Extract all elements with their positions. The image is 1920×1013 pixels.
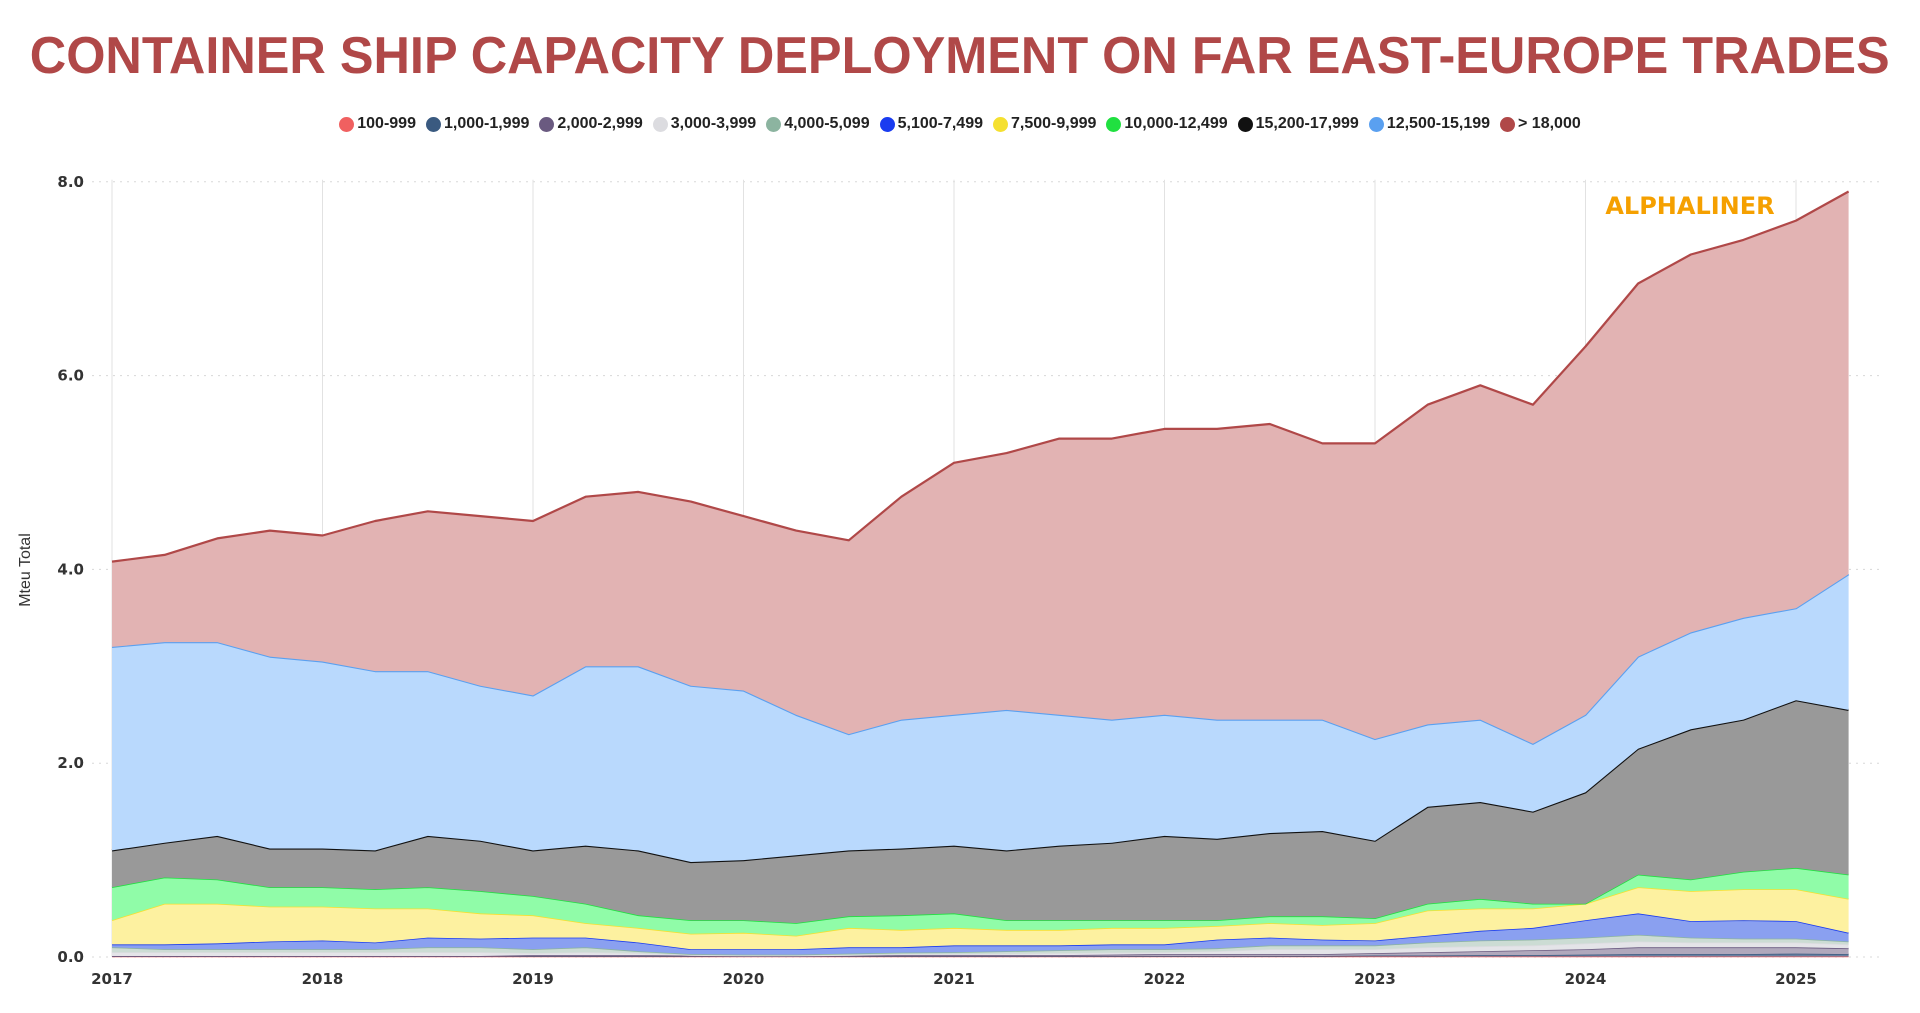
legend-marker-icon bbox=[539, 116, 555, 132]
area--18-000 bbox=[112, 191, 1849, 744]
area-10-000-12-499 bbox=[112, 867, 1849, 936]
legend-label: 2,000-2,999 bbox=[557, 115, 643, 132]
legend-label: 100-999 bbox=[357, 115, 416, 132]
area-12-500-15-199 bbox=[112, 574, 1849, 862]
legend-label: 1,000-1,999 bbox=[443, 115, 530, 132]
legend-item[interactable]: 12,500-15,199 bbox=[1368, 115, 1491, 133]
chart-title-wrapper: CONTAINER SHIP CAPACITY DEPLOYMENT ON FA… bbox=[0, 26, 1920, 86]
area-2-000-2-999 bbox=[112, 947, 1849, 956]
x-tick-label: 2017 bbox=[91, 970, 133, 988]
chart-title: CONTAINER SHIP CAPACITY DEPLOYMENT ON FA… bbox=[30, 27, 1890, 85]
legend-item[interactable]: > 18,000 bbox=[1500, 115, 1581, 133]
y-tick-label: 8.0 bbox=[57, 173, 84, 191]
legend-label: > 18,000 bbox=[1518, 115, 1581, 132]
x-tick-label: 2024 bbox=[1565, 970, 1607, 988]
legend-item[interactable]: 15,200-17,999 bbox=[1237, 115, 1359, 133]
x-tick-label: 2018 bbox=[302, 970, 344, 988]
x-tick-label: 2021 bbox=[933, 970, 975, 988]
legend-marker-icon bbox=[1106, 116, 1122, 132]
legend-marker-icon bbox=[993, 116, 1008, 132]
x-tick-label: 2019 bbox=[512, 970, 554, 988]
x-tick-label: 2025 bbox=[1775, 970, 1817, 988]
x-tick-label: 2023 bbox=[1354, 970, 1396, 988]
brand-watermark: ALPHALINER bbox=[1605, 192, 1774, 220]
area-4-000-5-099 bbox=[112, 934, 1849, 956]
x-tick-label: 2022 bbox=[1144, 970, 1186, 988]
legend-marker-icon bbox=[879, 116, 895, 132]
legend-marker-icon bbox=[652, 116, 668, 132]
legend-marker-icon bbox=[766, 116, 782, 132]
legend-label: 15,200-17,999 bbox=[1255, 115, 1359, 132]
legend-marker-icon bbox=[339, 116, 355, 132]
area-5-100-7-499 bbox=[112, 913, 1849, 955]
legend-item[interactable]: 7,500-9,999 bbox=[993, 115, 1096, 133]
legend: 100-999 1,000-1,999 2,000-2,999 3,000-3,999… bbox=[0, 115, 1920, 133]
y-axis-label: Mteu Total bbox=[17, 533, 34, 607]
legend-item[interactable]: 100-999 bbox=[339, 115, 416, 133]
legend-item[interactable]: 1,000-1,999 bbox=[425, 115, 530, 133]
legend-marker-icon bbox=[1500, 116, 1516, 132]
y-tick-label: 0.0 bbox=[57, 948, 84, 966]
legend-marker-icon bbox=[1368, 116, 1384, 132]
legend-marker-icon bbox=[425, 116, 441, 132]
legend-label: 3,000-3,999 bbox=[670, 115, 757, 132]
series-line bbox=[111, 190, 1850, 563]
legend-item[interactable]: 4,000-5,099 bbox=[766, 115, 870, 133]
y-tick-label: 2.0 bbox=[57, 754, 84, 772]
legend-label: 7,500-9,999 bbox=[1011, 115, 1097, 132]
legend-label: 12,500-15,199 bbox=[1386, 115, 1491, 132]
legend-label: 4,000-5,099 bbox=[784, 115, 870, 132]
legend-item[interactable]: 10,000-12,499 bbox=[1106, 115, 1228, 133]
legend-item[interactable]: 5,100-7,499 bbox=[879, 115, 983, 133]
legend-marker-icon bbox=[1237, 116, 1253, 132]
area-3-000-3-999 bbox=[112, 941, 1849, 956]
legend-item[interactable]: 2,000-2,999 bbox=[539, 115, 643, 133]
legend-label: 10,000-12,499 bbox=[1124, 115, 1228, 132]
y-tick-label: 6.0 bbox=[57, 367, 84, 385]
y-tick-label: 4.0 bbox=[57, 560, 84, 578]
area-15-200-17-999 bbox=[112, 700, 1849, 924]
legend-item[interactable]: 3,000-3,999 bbox=[652, 115, 757, 133]
area-7-500-9-999 bbox=[112, 887, 1849, 950]
x-tick-label: 2020 bbox=[723, 970, 765, 988]
legend-label: 5,100-7,499 bbox=[897, 115, 983, 132]
